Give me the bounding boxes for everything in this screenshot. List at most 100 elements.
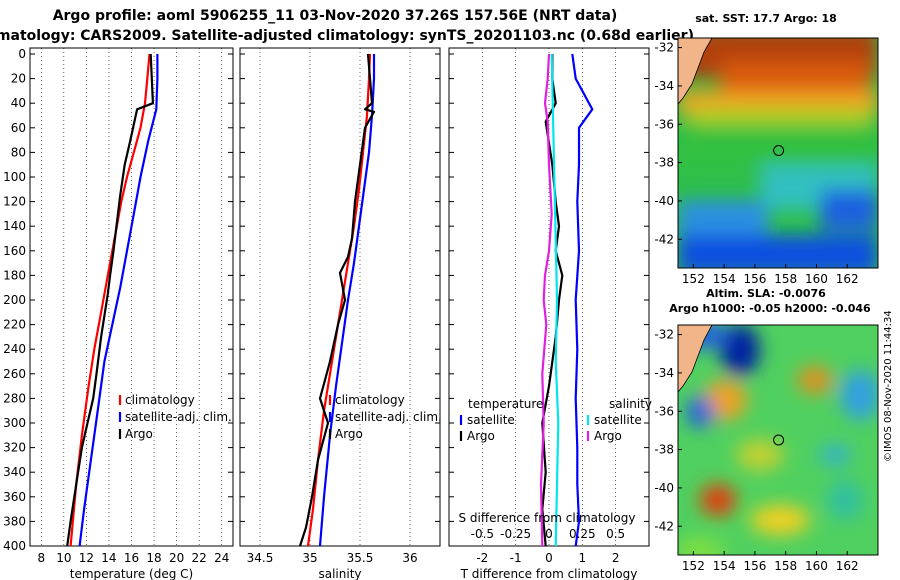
salinity-xtick: 35 bbox=[302, 551, 317, 565]
difference-xtick: 2 bbox=[612, 551, 620, 565]
temperature-xtick: 12 bbox=[79, 551, 94, 565]
sla-map-xtick: 160 bbox=[805, 559, 828, 573]
difference-xtick: 0 bbox=[545, 551, 553, 565]
sla-map-ytick: -42 bbox=[654, 519, 674, 533]
difference-panel: -2 -1 0 1 2 T difference from climatology -0.5… bbox=[448, 47, 652, 580]
sst-map: sat. SST: 17.7 Argo: 18 152 154 156 158 160 1… bbox=[654, 12, 879, 286]
sla-map-ytick: -40 bbox=[654, 481, 674, 495]
difference-s-xtick: -0.25 bbox=[500, 527, 531, 541]
depth-tick-label: 160 bbox=[3, 244, 26, 258]
difference-legend-left-label: satellite bbox=[467, 413, 515, 427]
depth-tick-label: 340 bbox=[3, 465, 26, 479]
difference-line-3 bbox=[539, 53, 553, 546]
temperature-xtick: 16 bbox=[124, 551, 139, 565]
sla-map-ytick: -32 bbox=[654, 328, 674, 342]
difference-xlabel: T difference from climatology bbox=[460, 567, 638, 580]
depth-tick-label: 360 bbox=[3, 490, 26, 504]
header-title: Argo profile: aoml 5906255_11 03-Nov-202… bbox=[53, 8, 618, 24]
sla-map-xtick: 156 bbox=[743, 559, 766, 573]
sst-map-title: sat. SST: 17.7 Argo: 18 bbox=[695, 12, 837, 25]
salinity-legend-label: Argo bbox=[335, 427, 363, 441]
difference-xtick: -2 bbox=[476, 551, 488, 565]
sst-map-ytick: -40 bbox=[654, 194, 674, 208]
salinity-legend-label: climatology bbox=[335, 393, 405, 407]
temperature-panel: 8 10 12 14 16 18 20 22 2402040608010012014016018… bbox=[3, 47, 234, 580]
temperature-xtick: 24 bbox=[214, 551, 229, 565]
depth-tick-label: 180 bbox=[3, 268, 26, 282]
depth-tick-label: 0 bbox=[18, 47, 26, 61]
depth-tick-label: 60 bbox=[11, 121, 26, 135]
temperature-line-0 bbox=[69, 53, 151, 546]
temperature-legend-label: climatology bbox=[125, 393, 195, 407]
sla-map-subtitle: Argo h1000: -0.05 h2000: -0.046 bbox=[669, 302, 871, 315]
sla-map-title: Altim. SLA: -0.0076 bbox=[706, 287, 826, 300]
depth-tick-label: 400 bbox=[3, 539, 26, 553]
sla-map-axes: 152 154 156 158 160 162 -32 -34 -36 -38 -40 -42 bbox=[654, 328, 858, 573]
salinity-line-0 bbox=[306, 53, 372, 546]
temperature-xtick: 8 bbox=[37, 551, 45, 565]
difference-line-0 bbox=[571, 53, 594, 546]
sst-map-ytick: -38 bbox=[654, 156, 674, 170]
sla-map-ytick: -34 bbox=[654, 366, 674, 380]
temperature-xlabel: temperature (deg C) bbox=[70, 567, 193, 580]
temperature-xtick: 22 bbox=[192, 551, 207, 565]
difference-line-1 bbox=[541, 54, 564, 546]
sst-map-xtick: 160 bbox=[805, 272, 828, 286]
difference-legend-salinity-title: salinity bbox=[609, 397, 652, 411]
salinity-xtick: 35.5 bbox=[347, 551, 374, 565]
header-subtitle: Climatology: CARS2009. Satellite-adjuste… bbox=[0, 28, 694, 44]
depth-tick-label: 240 bbox=[3, 342, 26, 356]
depth-tick-label: 100 bbox=[3, 170, 26, 184]
difference-line-2 bbox=[550, 53, 560, 546]
sst-map-xtick: 158 bbox=[774, 272, 797, 286]
sst-map-ytick: -32 bbox=[654, 41, 674, 55]
salinity-frame bbox=[239, 47, 441, 547]
temperature-legend-label: satellite-adj. clim. bbox=[125, 410, 232, 424]
salinity-line-2 bbox=[298, 53, 376, 546]
salinity-panel: 34.5 35 35.5 36 salinity climatology satellite… bbox=[239, 47, 442, 580]
sst-map-xtick: 162 bbox=[836, 272, 859, 286]
difference-s-xtick: 0 bbox=[545, 527, 553, 541]
difference-legend-right-label: satellite bbox=[594, 413, 642, 427]
sla-map: Altim. SLA: -0.0076 Argo h1000: -0.05 h2… bbox=[654, 287, 879, 573]
depth-tick-label: 200 bbox=[3, 293, 26, 307]
salinity-xtick: 34.5 bbox=[247, 551, 274, 565]
temperature-series bbox=[66, 53, 159, 546]
depth-tick-label: 300 bbox=[3, 416, 26, 430]
temperature-line-2 bbox=[66, 53, 154, 546]
temperature-xtick: 14 bbox=[101, 551, 116, 565]
temperature-line-1 bbox=[78, 54, 159, 546]
sst-map-xtick: 156 bbox=[743, 272, 766, 286]
sla-map-xtick: 158 bbox=[774, 559, 797, 573]
temperature-xtick: 20 bbox=[169, 551, 184, 565]
salinity-xlabel: salinity bbox=[318, 567, 361, 580]
sst-map-ytick: -36 bbox=[654, 117, 674, 131]
sst-map-ytick: -34 bbox=[654, 79, 674, 93]
temperature-legend-label: Argo bbox=[125, 427, 153, 441]
depth-tick-label: 20 bbox=[11, 72, 26, 86]
depth-tick-label: 120 bbox=[3, 195, 26, 209]
depth-tick-label: 320 bbox=[3, 441, 26, 455]
temperature-xtick: 18 bbox=[146, 551, 161, 565]
sst-map-ytick: -42 bbox=[654, 232, 674, 246]
difference-s-xtick: -0.5 bbox=[471, 527, 494, 541]
sla-map-xtick: 154 bbox=[713, 559, 736, 573]
difference-series bbox=[539, 53, 594, 546]
difference-s-xtick: 0.5 bbox=[606, 527, 625, 541]
depth-tick-label: 220 bbox=[3, 318, 26, 332]
depth-tick-label: 280 bbox=[3, 391, 26, 405]
salinity-xtick: 36 bbox=[402, 551, 417, 565]
footer-credit: ©IMOS 08-Nov-2020 11:44:34 bbox=[883, 310, 894, 462]
sst-float-marker bbox=[773, 145, 785, 156]
temperature-xtick: 10 bbox=[56, 551, 71, 565]
sla-map-xtick: 152 bbox=[682, 559, 705, 573]
sla-float-marker bbox=[773, 434, 785, 446]
depth-tick-label: 260 bbox=[3, 367, 26, 381]
depth-tick-label: 380 bbox=[3, 514, 26, 528]
sla-map-ytick: -36 bbox=[654, 404, 674, 418]
sla-map-xtick: 162 bbox=[836, 559, 859, 573]
difference-legend-temperature-title: temperature bbox=[468, 397, 543, 411]
salinity-series bbox=[298, 53, 376, 546]
difference-s-xlabel: S difference from climatology bbox=[459, 511, 636, 525]
